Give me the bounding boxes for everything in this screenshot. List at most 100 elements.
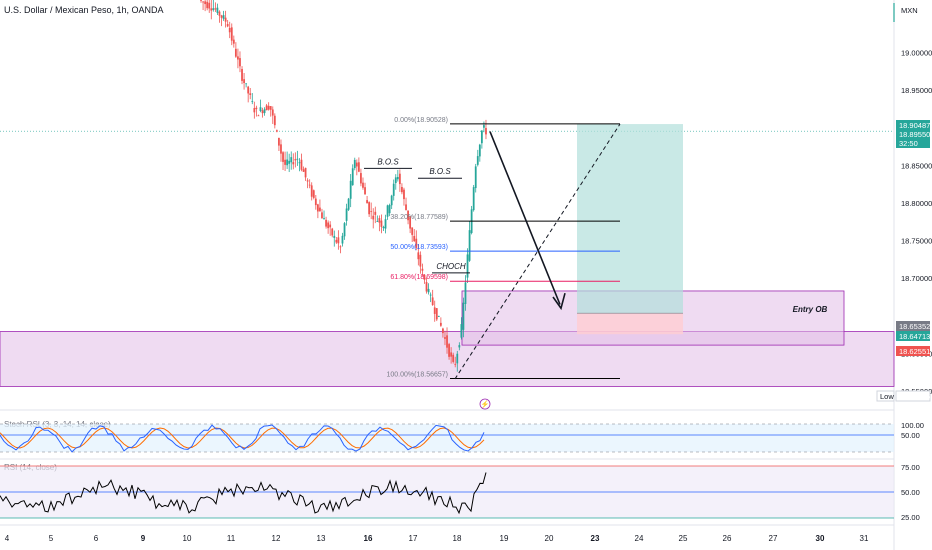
- time-tick-label: 13: [317, 534, 326, 543]
- projection-arrow-line: [489, 131, 561, 305]
- candle-body: [302, 169, 305, 172]
- candle: [331, 227, 334, 238]
- candle-body: [368, 202, 371, 215]
- candle-body: [232, 39, 235, 44]
- candle: [249, 88, 252, 100]
- time-tick-label: 27: [769, 534, 778, 543]
- candle-body: [372, 215, 375, 220]
- candle: [267, 102, 270, 111]
- candle: [259, 99, 262, 113]
- price-tick-label: 18.70000: [901, 274, 932, 283]
- candle-body: [405, 204, 407, 210]
- price-badge: 18.89550: [896, 129, 930, 139]
- candle-body: [355, 162, 358, 167]
- candle-body: [396, 176, 399, 180]
- candle-body: [288, 160, 291, 164]
- time-tick-label: 11: [227, 534, 236, 543]
- candle-body: [216, 7, 219, 13]
- candle: [304, 167, 307, 181]
- candle-body: [306, 180, 309, 182]
- time-tick-label: 16: [364, 534, 373, 543]
- price-badge-bg: [896, 120, 930, 130]
- candle: [345, 203, 348, 226]
- candle: [483, 121, 485, 133]
- candle: [417, 244, 420, 266]
- candle-body: [278, 137, 280, 146]
- candle-body: [427, 288, 430, 293]
- price-badge-bg: [895, 390, 931, 402]
- candle: [468, 221, 471, 262]
- candle-body: [362, 182, 364, 188]
- candle-body: [474, 166, 477, 189]
- zones-layer: [0, 124, 895, 387]
- candle-body: [296, 158, 299, 160]
- time-tick-label: 23: [591, 534, 600, 543]
- rsi-line: [0, 472, 487, 515]
- candle-body: [300, 159, 303, 170]
- candle: [296, 150, 299, 166]
- price-badge-label: 18.64713: [899, 332, 930, 341]
- candle: [448, 342, 450, 360]
- candle-body: [476, 156, 479, 165]
- candle: [273, 113, 276, 129]
- candle: [382, 225, 385, 231]
- candle-body: [347, 198, 350, 210]
- time-tick-label: 31: [860, 534, 869, 543]
- candle-body: [413, 235, 416, 242]
- time-tick-label: 26: [723, 534, 732, 543]
- candle-body: [444, 337, 446, 339]
- candle-body: [212, 8, 215, 10]
- fib-level-label: 61.80%(18.69598): [390, 274, 448, 281]
- candle-body: [452, 354, 455, 362]
- time-tick-label: 19: [500, 534, 509, 543]
- candle-body: [226, 24, 229, 27]
- candles-layer: [200, 0, 487, 372]
- candle: [327, 220, 330, 234]
- candle-body: [234, 48, 237, 57]
- candle: [353, 157, 356, 171]
- time-tick-label: 10: [183, 534, 192, 543]
- candle: [329, 221, 332, 236]
- candle: [253, 101, 256, 119]
- candle-body: [341, 235, 344, 244]
- candle-body: [239, 58, 241, 67]
- candle-body: [478, 144, 481, 157]
- candle: [294, 152, 297, 168]
- candle: [437, 315, 440, 318]
- candle-body: [409, 216, 412, 229]
- fib-level-label: 0.00%(18.90528): [394, 117, 448, 124]
- candle-body: [292, 162, 295, 165]
- candle: [450, 347, 453, 364]
- candle-body: [448, 344, 450, 357]
- time-tick-label: 12: [272, 534, 281, 543]
- candle-body: [394, 177, 397, 184]
- price-badge-label: 18.65352: [899, 322, 930, 331]
- candle-body: [439, 322, 442, 326]
- candle: [485, 119, 487, 140]
- price-badge-label: 32:50: [899, 139, 918, 148]
- candle-body: [269, 106, 272, 110]
- candle-body: [241, 69, 243, 81]
- candle: [210, 0, 213, 20]
- candle-body: [314, 198, 317, 206]
- candle: [265, 103, 268, 111]
- candle-body: [485, 128, 487, 135]
- candle: [405, 197, 407, 211]
- candle: [439, 317, 442, 327]
- candle-body: [200, 0, 202, 1]
- candle: [456, 350, 459, 372]
- candle-body: [480, 130, 483, 144]
- candle: [282, 151, 284, 171]
- candle-body: [220, 15, 223, 18]
- candle: [466, 248, 469, 283]
- price-tick-label: 18.75000: [901, 237, 932, 246]
- candle: [212, 0, 215, 12]
- candle: [411, 227, 414, 242]
- candle: [421, 263, 424, 277]
- candle-body: [267, 105, 270, 110]
- candle: [431, 289, 434, 306]
- candle-body: [380, 220, 383, 227]
- candle: [319, 199, 321, 213]
- candle-body: [329, 224, 332, 228]
